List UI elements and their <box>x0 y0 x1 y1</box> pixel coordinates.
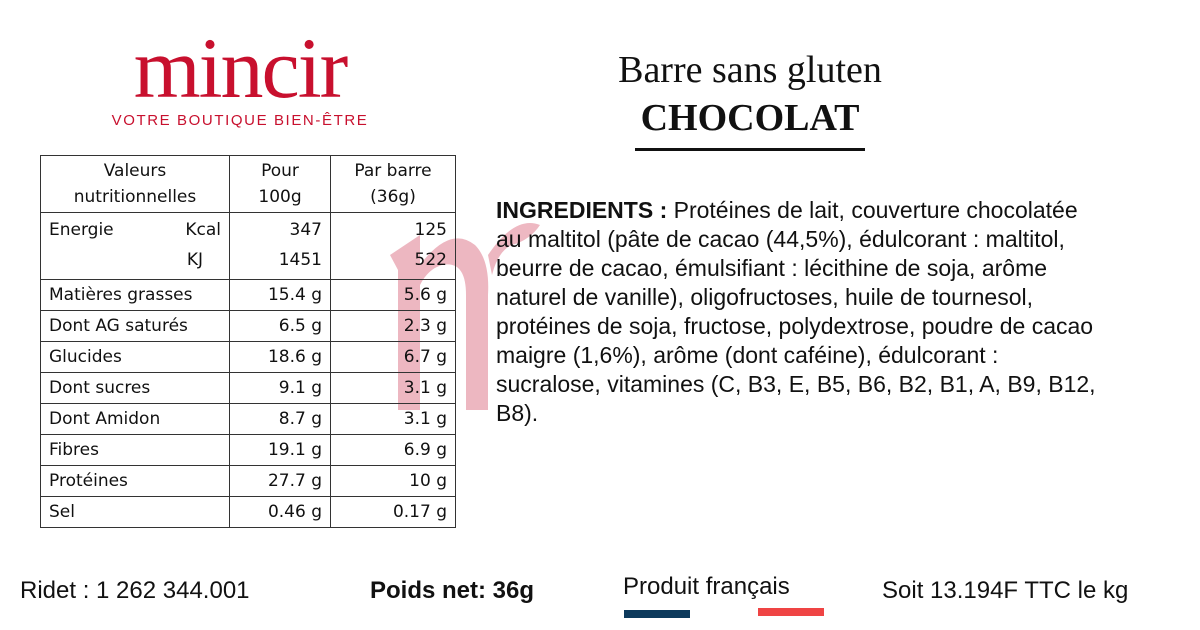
table-row: Matières grasses 15.4 g 5.6 g <box>40 279 456 311</box>
nutrient-label: Protéines <box>40 465 230 497</box>
nutrition-table: Valeurs nutritionnelles Pour 100g Par ba… <box>40 155 456 528</box>
nutrient-label: Dont sucres <box>40 372 230 404</box>
energy-label: Energie <box>49 220 114 240</box>
nutrient-label: Fibres <box>40 434 230 466</box>
value-per100: 9.1 g <box>229 372 331 404</box>
nutrient-label: Sel <box>40 496 230 528</box>
value-per100: 19.1 g <box>229 434 331 466</box>
ingredients-label: INGREDIENTS : <box>496 197 668 223</box>
table-row-energy: Energie Kcal KJ 347 1451 125 522 <box>40 212 456 280</box>
value-per100: 8.7 g <box>229 403 331 435</box>
title-line2: CHOCOLAT <box>640 97 860 139</box>
value-perbar: 3.1 g <box>330 372 456 404</box>
energy-perbar: 125 522 <box>330 212 456 280</box>
nutrient-label: Glucides <box>40 341 230 373</box>
value-perbar: 10 g <box>330 465 456 497</box>
value-perbar: 3.1 g <box>330 403 456 435</box>
table-row: Fibres 19.1 g 6.9 g <box>40 434 456 466</box>
table-row: Dont sucres 9.1 g 3.1 g <box>40 372 456 404</box>
title-underline <box>635 148 865 151</box>
logo-word: mincir <box>133 20 349 116</box>
value-perbar: 0.17 g <box>330 496 456 528</box>
flag-red-stripe <box>758 608 824 616</box>
origin-label: Produit français <box>623 573 790 600</box>
value-per100: 15.4 g <box>229 279 331 311</box>
kcal-per100: 347 <box>289 220 322 240</box>
table-row: Dont AG saturés 6.5 g 2.3 g <box>40 310 456 342</box>
energy-label-cell: Energie Kcal KJ <box>40 212 230 280</box>
table-row: Protéines 27.7 g 10 g <box>40 465 456 497</box>
value-per100: 6.5 g <box>229 310 331 342</box>
nutrient-label: Dont Amidon <box>40 403 230 435</box>
kcal-perbar: 125 <box>414 220 447 240</box>
value-per100: 18.6 g <box>229 341 331 373</box>
unit-kcal: Kcal <box>185 220 221 240</box>
table-row: Sel 0.46 g 0.17 g <box>40 496 456 528</box>
table-row: Glucides 18.6 g 6.7 g <box>40 341 456 373</box>
energy-per100: 347 1451 <box>229 212 331 280</box>
unit-kj: KJ <box>186 250 203 270</box>
net-weight: Poids net: 36g <box>370 577 535 604</box>
table-header: Valeurs nutritionnelles Pour 100g Par ba… <box>40 155 456 213</box>
nutrient-label: Dont AG saturés <box>40 310 230 342</box>
logo-tagline: VOTRE BOUTIQUE BIEN-ÊTRE <box>111 112 369 129</box>
value-per100: 0.46 g <box>229 496 331 528</box>
brand-logo: mincir VOTRE BOUTIQUE BIEN-ÊTRE <box>100 20 380 130</box>
ingredients-text: Protéines de lait, couverture chocolatée… <box>496 197 1096 426</box>
header-values: Valeurs nutritionnelles <box>40 155 230 213</box>
value-perbar: 5.6 g <box>330 279 456 311</box>
ridet: Ridet : 1 262 344.001 <box>20 577 250 604</box>
product-title: Barre sans gluten CHOCOLAT <box>560 48 940 151</box>
value-perbar: 2.3 g <box>330 310 456 342</box>
nutrient-label: Matières grasses <box>40 279 230 311</box>
value-perbar: 6.9 g <box>330 434 456 466</box>
price-per-kg: Soit 13.194F TTC le kg <box>882 577 1129 604</box>
kj-per100: 1451 <box>278 250 322 270</box>
value-per100: 27.7 g <box>229 465 331 497</box>
ingredients: INGREDIENTS : Protéines de lait, couvert… <box>496 196 1106 428</box>
value-perbar: 6.7 g <box>330 341 456 373</box>
table-row: Dont Amidon 8.7 g 3.1 g <box>40 403 456 435</box>
title-line1: Barre sans gluten <box>618 49 882 91</box>
kj-perbar: 522 <box>414 250 447 270</box>
header-perbar: Par barre (36g) <box>330 155 456 213</box>
flag-blue-stripe <box>624 610 690 618</box>
header-per100: Pour 100g <box>229 155 331 213</box>
